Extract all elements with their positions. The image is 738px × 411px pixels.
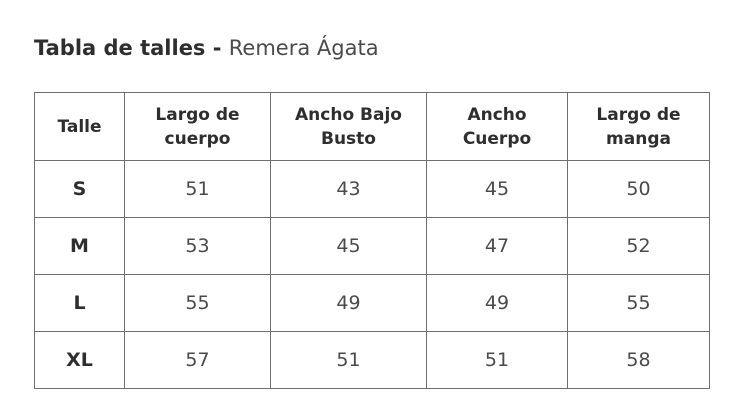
header-largo-cuerpo: Largo de cuerpo: [124, 92, 271, 161]
value-cell: 52: [567, 217, 710, 275]
header-ancho-bajo-busto: Ancho Bajo Busto: [270, 92, 427, 161]
header-row: Talle Largo de cuerpo Ancho Bajo Busto A…: [34, 92, 710, 161]
size-cell: XL: [34, 331, 125, 389]
header-line: Talle: [57, 116, 102, 137]
table-row: L 55 49 49 55: [34, 274, 710, 332]
value-cell: 49: [426, 274, 568, 332]
value-cell: 49: [270, 274, 427, 332]
title-label: Tabla de talles -: [34, 36, 222, 60]
value-cell: 43: [270, 160, 427, 218]
header-line: Ancho: [467, 104, 527, 125]
header-line: Largo de: [596, 104, 681, 125]
header-line: Largo de: [155, 104, 240, 125]
header-line: Ancho Bajo: [295, 104, 402, 125]
header-line: Cuerpo: [462, 128, 532, 149]
page-title: Tabla de talles - Remera Ágata: [34, 34, 379, 62]
size-chart-table: Talle Largo de cuerpo Ancho Bajo Busto A…: [34, 92, 710, 389]
value-cell: 51: [124, 160, 271, 218]
value-cell: 45: [270, 217, 427, 275]
value-cell: 50: [567, 160, 710, 218]
product-name: Remera Ágata: [228, 36, 379, 60]
value-cell: 45: [426, 160, 568, 218]
size-cell: M: [34, 217, 125, 275]
table-row: XL 57 51 51 58: [34, 331, 710, 389]
header-line: manga: [606, 128, 671, 149]
value-cell: 51: [270, 331, 427, 389]
header-largo-manga: Largo de manga: [567, 92, 710, 161]
value-cell: 47: [426, 217, 568, 275]
header-line: Busto: [321, 128, 376, 149]
value-cell: 55: [124, 274, 271, 332]
header-talle: Talle: [34, 92, 125, 161]
value-cell: 53: [124, 217, 271, 275]
value-cell: 55: [567, 274, 710, 332]
size-cell: L: [34, 274, 125, 332]
value-cell: 58: [567, 331, 710, 389]
table-row: M 53 45 47 52: [34, 217, 710, 275]
size-cell: S: [34, 160, 125, 218]
header-ancho-cuerpo: Ancho Cuerpo: [426, 92, 568, 161]
header-line: cuerpo: [164, 128, 231, 149]
value-cell: 51: [426, 331, 568, 389]
table-row: S 51 43 45 50: [34, 160, 710, 218]
value-cell: 57: [124, 331, 271, 389]
